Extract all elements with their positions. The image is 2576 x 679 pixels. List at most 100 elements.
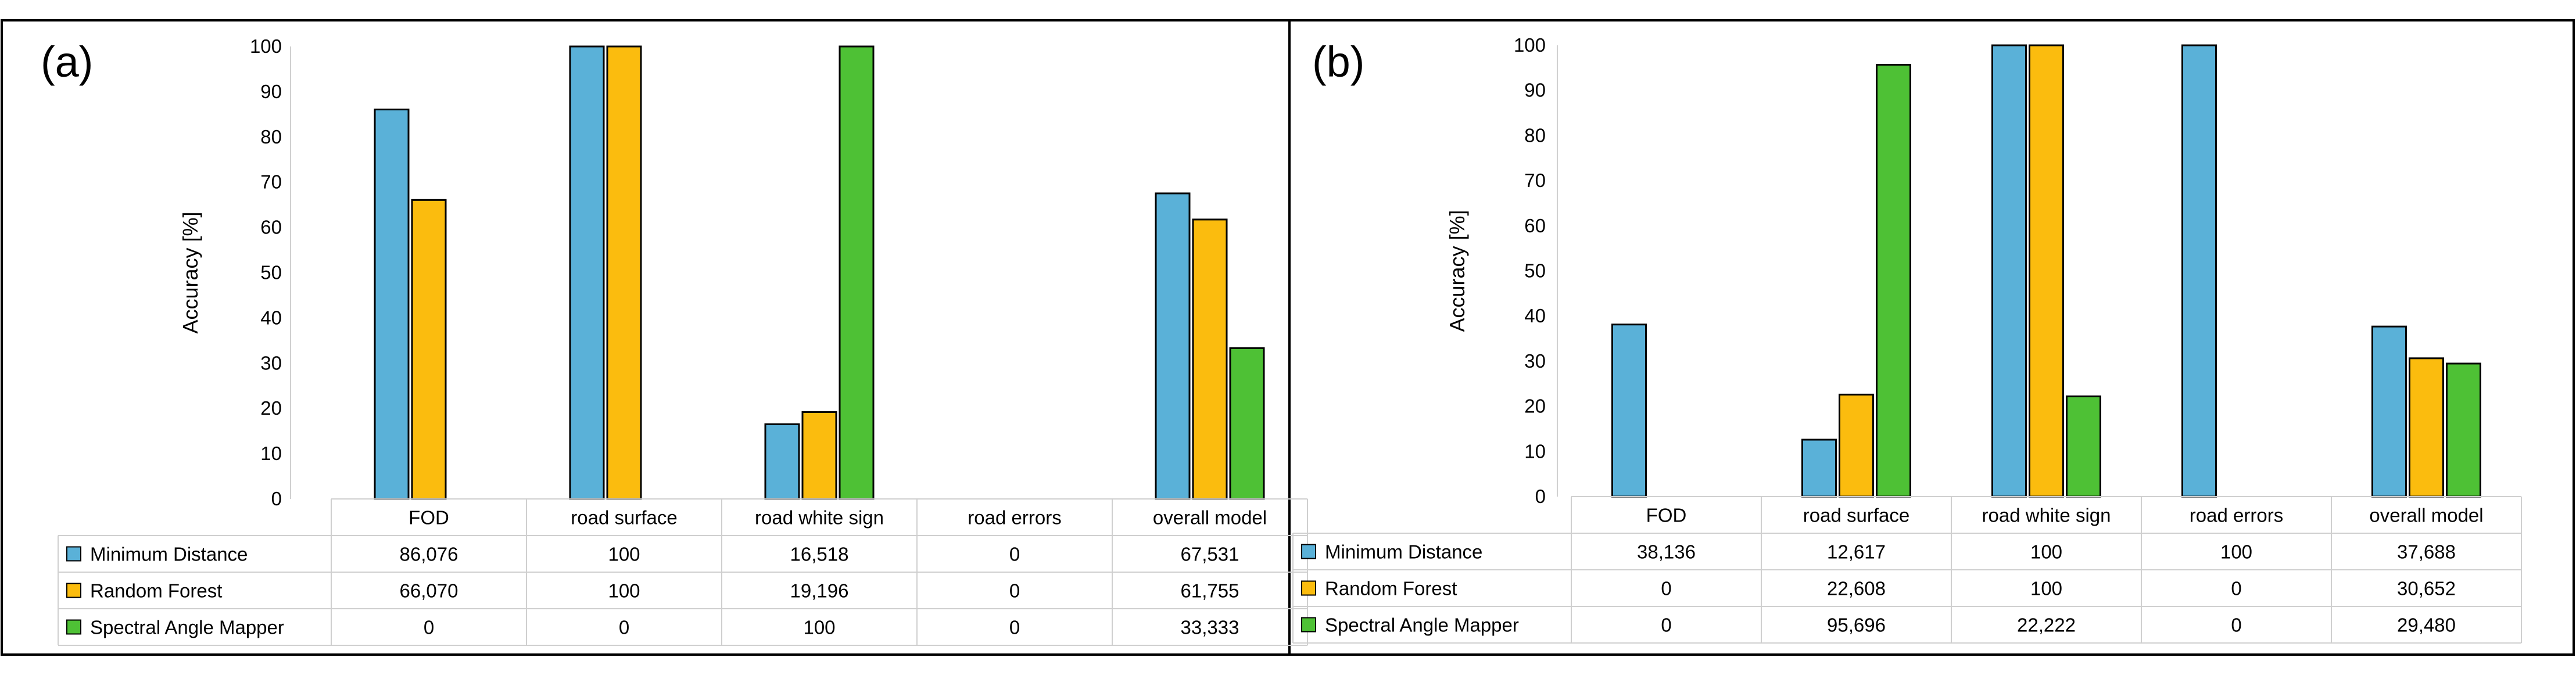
y-tick-label: 70 xyxy=(260,171,282,193)
y-tick-label: 40 xyxy=(260,307,282,328)
table-cell-value: 67,531 xyxy=(1181,544,1239,565)
bar-minimum-distance xyxy=(1611,324,1647,498)
bar-random-forest xyxy=(411,199,447,500)
y-tick-label: 40 xyxy=(1524,305,1546,326)
legend-swatch xyxy=(1301,617,1316,633)
category-label: road surface xyxy=(571,507,677,529)
table-cell-value: 22,222 xyxy=(2017,615,2076,636)
y-tick-label: 20 xyxy=(260,397,282,419)
table-cell-value: 100 xyxy=(803,617,835,638)
category-label: overall model xyxy=(2369,505,2483,526)
legend-swatch xyxy=(66,583,81,598)
legend-label: Random Forest xyxy=(1325,578,1457,599)
category-label: road errors xyxy=(968,507,1061,529)
category-label: FOD xyxy=(1646,505,1687,526)
table-cell-value: 66,070 xyxy=(400,580,458,602)
legend-label: Spectral Angle Mapper xyxy=(90,617,284,638)
y-tick-label: 80 xyxy=(1524,124,1546,146)
legend-swatch xyxy=(66,546,81,562)
table-cell-value: 100 xyxy=(2220,541,2252,563)
bar-random-forest xyxy=(606,45,642,500)
y-tick-label: 0 xyxy=(1535,486,1546,507)
bar-minimum-distance xyxy=(569,45,605,500)
legend-swatch xyxy=(1301,580,1316,596)
legend-label: Spectral Angle Mapper xyxy=(1325,615,1519,636)
category-label: overall model xyxy=(1153,507,1267,529)
table-cell-value: 37,688 xyxy=(2397,541,2456,563)
bar-spectral-angle-mapper xyxy=(839,45,875,500)
table-cell-value: 33,333 xyxy=(1181,617,1239,638)
table-cell-value: 30,652 xyxy=(2397,578,2456,599)
table-cell-value: 86,076 xyxy=(400,544,458,565)
y-tick-label: 10 xyxy=(260,443,282,464)
y-tick-label: 60 xyxy=(260,217,282,238)
bar-random-forest xyxy=(1839,393,1874,498)
y-tick-label: 10 xyxy=(1524,440,1546,462)
table-cell-value: 100 xyxy=(608,544,640,565)
bar-spectral-angle-mapper xyxy=(2446,362,2481,498)
table-cell-value: 61,755 xyxy=(1181,580,1239,602)
legend-label: Minimum Distance xyxy=(90,544,248,565)
y-tick-label: 0 xyxy=(271,488,282,509)
y-tick-label: 80 xyxy=(260,126,282,148)
bar-minimum-distance xyxy=(1801,439,1837,498)
y-tick-label: 50 xyxy=(1524,260,1546,282)
table-cell-value: 22,608 xyxy=(1827,578,1886,599)
y-tick-label: 50 xyxy=(260,262,282,283)
table-cell-value: 95,696 xyxy=(1827,615,1886,636)
bar-spectral-angle-mapper xyxy=(1229,347,1265,500)
bar-spectral-angle-mapper xyxy=(2066,395,2101,498)
y-tick-label: 70 xyxy=(1524,170,1546,191)
panel-label: (a) xyxy=(41,38,93,86)
table-cell-value: 100 xyxy=(2030,578,2062,599)
bar-minimum-distance xyxy=(1155,192,1191,500)
y-tick-label: 100 xyxy=(250,35,282,57)
y-tick-label: 20 xyxy=(1524,396,1546,417)
bar-minimum-distance xyxy=(374,108,410,500)
table-cell-value: 0 xyxy=(1661,578,1671,599)
table-cell-value: 0 xyxy=(2231,578,2241,599)
chart-panel-b: (b) Accuracy [%] 0 10 20 30 40 50 60 70 80 90 100 FOD… xyxy=(1292,34,2522,644)
y-tick-label: 30 xyxy=(1524,350,1546,372)
category-label: road surface xyxy=(1803,505,1909,526)
table-cell-value: 12,617 xyxy=(1827,541,1886,563)
table-cell-value: 0 xyxy=(1009,544,1020,565)
panel-label: (b) xyxy=(1312,38,1364,86)
y-axis-title: Accuracy [%] xyxy=(178,211,202,333)
table-cell-value: 0 xyxy=(1661,615,1671,636)
table-cell-value: 100 xyxy=(608,580,640,602)
legend-swatch xyxy=(1301,544,1316,559)
category-label: FOD xyxy=(409,507,449,529)
bar-random-forest xyxy=(2409,357,2444,498)
legend-label: Random Forest xyxy=(90,580,222,602)
bar-spectral-angle-mapper xyxy=(1876,63,1911,498)
legend-swatch xyxy=(66,619,81,635)
category-label: road white sign xyxy=(755,507,884,529)
bar-minimum-distance xyxy=(2181,44,2217,498)
table-cell-value: 0 xyxy=(1009,580,1020,602)
chart-panel-a: (a) Accuracy [%] 0 10 20 30 40 50 60 70 80 90 100 FOD… xyxy=(41,35,1308,646)
table-cell-value: 100 xyxy=(2030,541,2062,563)
category-label: road errors xyxy=(2190,505,2283,526)
table-cell-value: 38,136 xyxy=(1637,541,1696,563)
y-tick-label: 30 xyxy=(260,352,282,373)
table-cell-value: 19,196 xyxy=(790,580,849,602)
category-label: road white sign xyxy=(1982,505,2111,526)
y-tick-label: 90 xyxy=(260,81,282,102)
y-tick-label: 60 xyxy=(1524,215,1546,236)
bar-minimum-distance xyxy=(2371,325,2407,498)
bar-minimum-distance xyxy=(1991,44,2027,498)
y-tick-label: 100 xyxy=(1514,34,1546,56)
table-cell-value: 16,518 xyxy=(790,544,849,565)
bar-random-forest xyxy=(2029,44,2064,498)
bar-random-forest xyxy=(1192,218,1228,500)
legend-label: Minimum Distance xyxy=(1325,541,1482,563)
y-axis-title: Accuracy [%] xyxy=(1445,210,1469,332)
table-cell-value: 29,480 xyxy=(2397,615,2456,636)
table-cell-value: 0 xyxy=(1009,617,1020,638)
table-cell-value: 0 xyxy=(2231,615,2241,636)
bar-random-forest xyxy=(801,411,837,500)
y-tick-label: 90 xyxy=(1524,80,1546,101)
